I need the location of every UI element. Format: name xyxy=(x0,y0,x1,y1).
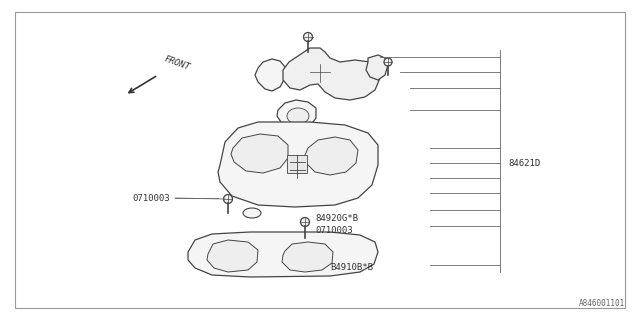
Polygon shape xyxy=(366,55,388,80)
Polygon shape xyxy=(207,240,258,272)
Ellipse shape xyxy=(287,108,309,124)
Polygon shape xyxy=(255,59,285,91)
Text: 84920G*B: 84920G*B xyxy=(315,213,358,222)
Polygon shape xyxy=(305,137,358,175)
Text: 0710003: 0710003 xyxy=(132,194,170,203)
Ellipse shape xyxy=(243,208,261,218)
Bar xyxy=(287,155,307,173)
Polygon shape xyxy=(188,232,378,277)
Circle shape xyxy=(301,218,310,227)
Circle shape xyxy=(223,195,232,204)
Polygon shape xyxy=(283,48,380,100)
Circle shape xyxy=(384,58,392,66)
Polygon shape xyxy=(231,134,288,173)
Text: A846001101: A846001101 xyxy=(579,299,625,308)
Polygon shape xyxy=(218,122,378,207)
Text: FRONT: FRONT xyxy=(163,54,191,72)
Text: 84621D: 84621D xyxy=(508,158,540,167)
Polygon shape xyxy=(277,100,316,130)
Circle shape xyxy=(303,33,312,42)
Text: B4910B*B: B4910B*B xyxy=(330,263,373,273)
Text: 0710003: 0710003 xyxy=(315,226,353,235)
Polygon shape xyxy=(282,242,333,272)
